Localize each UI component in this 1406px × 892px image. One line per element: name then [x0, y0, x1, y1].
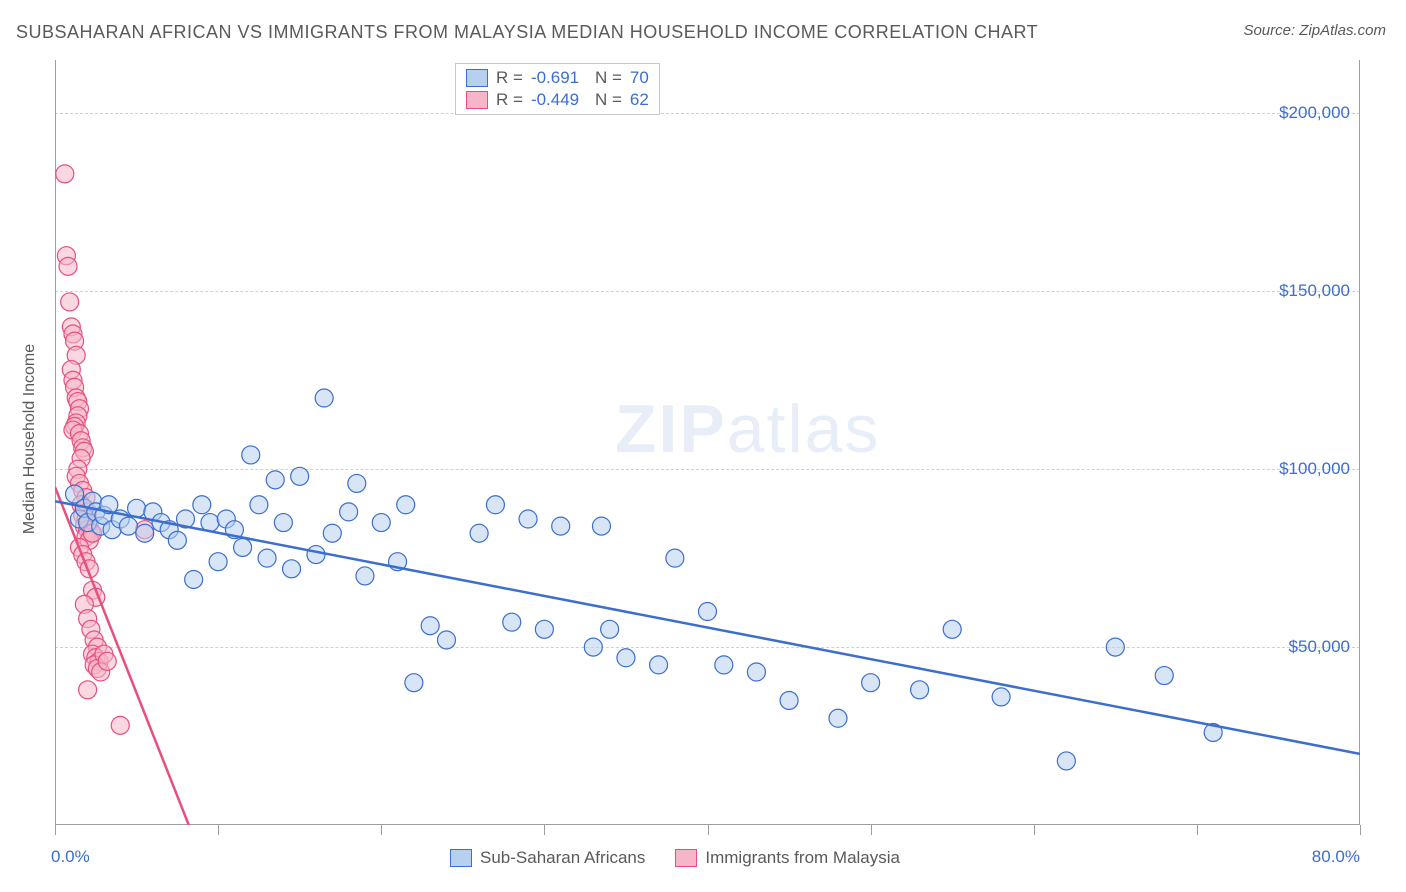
data-point — [356, 567, 374, 585]
data-point — [592, 517, 610, 535]
data-point — [992, 688, 1010, 706]
data-point — [405, 674, 423, 692]
data-point — [584, 638, 602, 656]
xtick — [1197, 825, 1198, 835]
data-point — [552, 517, 570, 535]
data-point — [307, 546, 325, 564]
data-point — [283, 560, 301, 578]
data-point — [193, 496, 211, 514]
data-point — [168, 531, 186, 549]
legend-series: Sub-Saharan Africans Immigrants from Mal… — [450, 848, 900, 868]
legend-item-pink: Immigrants from Malaysia — [675, 848, 900, 868]
swatch-pink — [466, 91, 488, 109]
r-value-blue: -0.691 — [531, 68, 587, 88]
data-point — [59, 257, 77, 275]
series-name-blue: Sub-Saharan Africans — [480, 848, 645, 868]
xtick — [55, 825, 56, 835]
data-point — [421, 617, 439, 635]
data-point — [185, 570, 203, 588]
data-point — [98, 652, 116, 670]
swatch-blue — [466, 69, 488, 87]
xtick — [1034, 825, 1035, 835]
data-point — [486, 496, 504, 514]
ytick-label: $100,000 — [1279, 459, 1350, 479]
n-label: N = — [595, 68, 622, 88]
trend-line — [55, 501, 1360, 754]
scatter-svg — [55, 60, 1360, 825]
n-value-blue: 70 — [630, 68, 649, 88]
swatch-blue — [450, 849, 472, 867]
ytick-label: $50,000 — [1289, 637, 1350, 657]
data-point — [1155, 667, 1173, 685]
data-point — [780, 691, 798, 709]
xtick — [1360, 825, 1361, 835]
ytick-label: $150,000 — [1279, 281, 1350, 301]
source-label: Source: ZipAtlas.com — [1243, 22, 1386, 39]
xtick — [381, 825, 382, 835]
data-point — [234, 538, 252, 556]
data-point — [699, 603, 717, 621]
swatch-pink — [675, 849, 697, 867]
data-point — [862, 674, 880, 692]
legend-row-blue: R = -0.691 N = 70 — [466, 68, 649, 88]
data-point — [56, 165, 74, 183]
data-point — [470, 524, 488, 542]
xtick — [708, 825, 709, 835]
data-point — [209, 553, 227, 571]
data-point — [348, 474, 366, 492]
data-point — [1057, 752, 1075, 770]
data-point — [136, 524, 154, 542]
chart-title: SUBSAHARAN AFRICAN VS IMMIGRANTS FROM MA… — [16, 22, 1038, 43]
r-value-pink: -0.449 — [531, 90, 587, 110]
data-point — [617, 649, 635, 667]
xtick — [544, 825, 545, 835]
data-point — [397, 496, 415, 514]
data-point — [747, 663, 765, 681]
data-point — [258, 549, 276, 567]
data-point — [61, 293, 79, 311]
data-point — [503, 613, 521, 631]
data-point — [79, 681, 97, 699]
xtick — [218, 825, 219, 835]
data-point — [601, 620, 619, 638]
data-point — [666, 549, 684, 567]
ytick-label: $200,000 — [1279, 103, 1350, 123]
r-label: R = — [496, 90, 523, 110]
data-point — [372, 514, 390, 532]
data-point — [323, 524, 341, 542]
xtick-label: 80.0% — [1312, 847, 1360, 867]
data-point — [715, 656, 733, 674]
plot-area: ZIPatlas R = -0.691 N = 70 R = -0.449 N … — [55, 60, 1360, 825]
data-point — [242, 446, 260, 464]
data-point — [829, 709, 847, 727]
data-point — [291, 467, 309, 485]
xtick-label: 0.0% — [51, 847, 90, 867]
data-point — [340, 503, 358, 521]
data-point — [519, 510, 537, 528]
series-name-pink: Immigrants from Malaysia — [705, 848, 900, 868]
r-label: R = — [496, 68, 523, 88]
n-value-pink: 62 — [630, 90, 649, 110]
data-point — [1106, 638, 1124, 656]
data-point — [315, 389, 333, 407]
data-point — [111, 716, 129, 734]
data-point — [119, 517, 137, 535]
data-point — [943, 620, 961, 638]
legend-correlation: R = -0.691 N = 70 R = -0.449 N = 62 — [455, 63, 660, 115]
data-point — [274, 514, 292, 532]
xtick — [871, 825, 872, 835]
data-point — [250, 496, 268, 514]
y-axis-label: Median Household Income — [21, 339, 39, 539]
data-point — [650, 656, 668, 674]
legend-item-blue: Sub-Saharan Africans — [450, 848, 645, 868]
data-point — [438, 631, 456, 649]
data-point — [266, 471, 284, 489]
legend-row-pink: R = -0.449 N = 62 — [466, 90, 649, 110]
n-label: N = — [595, 90, 622, 110]
data-point — [535, 620, 553, 638]
data-point — [911, 681, 929, 699]
